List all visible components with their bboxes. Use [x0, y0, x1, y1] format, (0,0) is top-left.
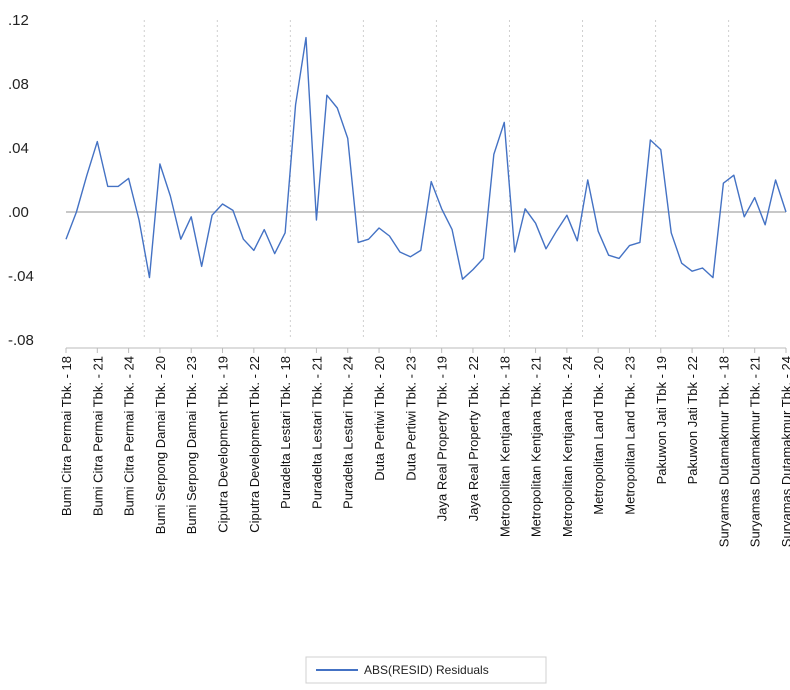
x-tick-label: Puradelta Lestari Tbk. - 18 — [278, 356, 293, 509]
x-tick-label: Bumi Serpong Damai Tbk. - 20 — [153, 356, 168, 534]
x-tick-label: Bumi Citra Permai Tbk. - 21 — [90, 356, 105, 516]
x-tick-label: Pakuwon Jati Tbk - 22 — [685, 356, 700, 484]
y-tick-label: .04 — [8, 140, 29, 157]
y-tick-label: .12 — [8, 12, 29, 29]
x-tick-label: Jaya Real Property Tbk. - 19 — [435, 356, 450, 521]
x-tick-label: Metropolitan Land Tbk. - 23 — [622, 356, 637, 515]
y-tick-label: .00 — [8, 204, 29, 221]
x-tick-label: Duta Pertiwi Tbk. - 23 — [403, 356, 418, 481]
x-tick-label: Suryamas Dutamakmur Tbk. - 24 — [779, 356, 790, 547]
y-tick-label: .08 — [8, 76, 29, 93]
series-line-abs-resid — [65, 36, 787, 280]
x-tick-label: Ciputra Development Tbk. - 19 — [216, 356, 231, 533]
x-tick-label: Metropolitan Kentjana Tbk. - 21 — [529, 356, 544, 537]
x-tick-label: Bumi Citra Permai Tbk. - 24 — [122, 356, 137, 516]
x-tick-label: Suryamas Dutamakmur Tbk. - 21 — [748, 356, 763, 547]
x-tick-label: Bumi Citra Permai Tbk. - 18 — [59, 356, 74, 516]
y-tick-label: -.04 — [8, 268, 34, 285]
x-tick-label: Bumi Serpong Damai Tbk. - 23 — [184, 356, 199, 534]
legend: ABS(RESID) Residuals — [305, 656, 547, 684]
y-tick-label: -.08 — [8, 332, 34, 349]
x-axis: Bumi Citra Permai Tbk. - 18 Bumi Citra Pe… — [59, 347, 790, 547]
x-tick-label: Ciputra Development Tbk. - 22 — [247, 356, 262, 533]
x-tick-label: Duta Pertiwi Tbk. - 20 — [372, 356, 387, 481]
x-tick-label: Metropolitan Land Tbk. - 20 — [591, 356, 606, 515]
x-tick-label: Pakuwon Jati Tbk - 19 — [654, 356, 669, 484]
y-axis: .12 .08 .04 .00 -.04 -.08 — [8, 12, 34, 349]
x-tick-label: Metropolitan Kentjana Tbk. - 24 — [560, 356, 575, 537]
group-separators — [143, 20, 730, 340]
x-tick-label: Suryamas Dutamakmur Tbk. - 18 — [716, 356, 731, 547]
x-tick-label: Puradelta Lestari Tbk. - 24 — [341, 356, 356, 509]
x-tick-label: Metropolitan Kentjana Tbk. - 18 — [497, 356, 512, 537]
legend-label: ABS(RESID) Residuals — [364, 663, 489, 677]
x-tick-label: Jaya Real Property Tbk. - 22 — [466, 356, 481, 521]
x-tick-label: Puradelta Lestari Tbk. - 21 — [309, 356, 324, 509]
